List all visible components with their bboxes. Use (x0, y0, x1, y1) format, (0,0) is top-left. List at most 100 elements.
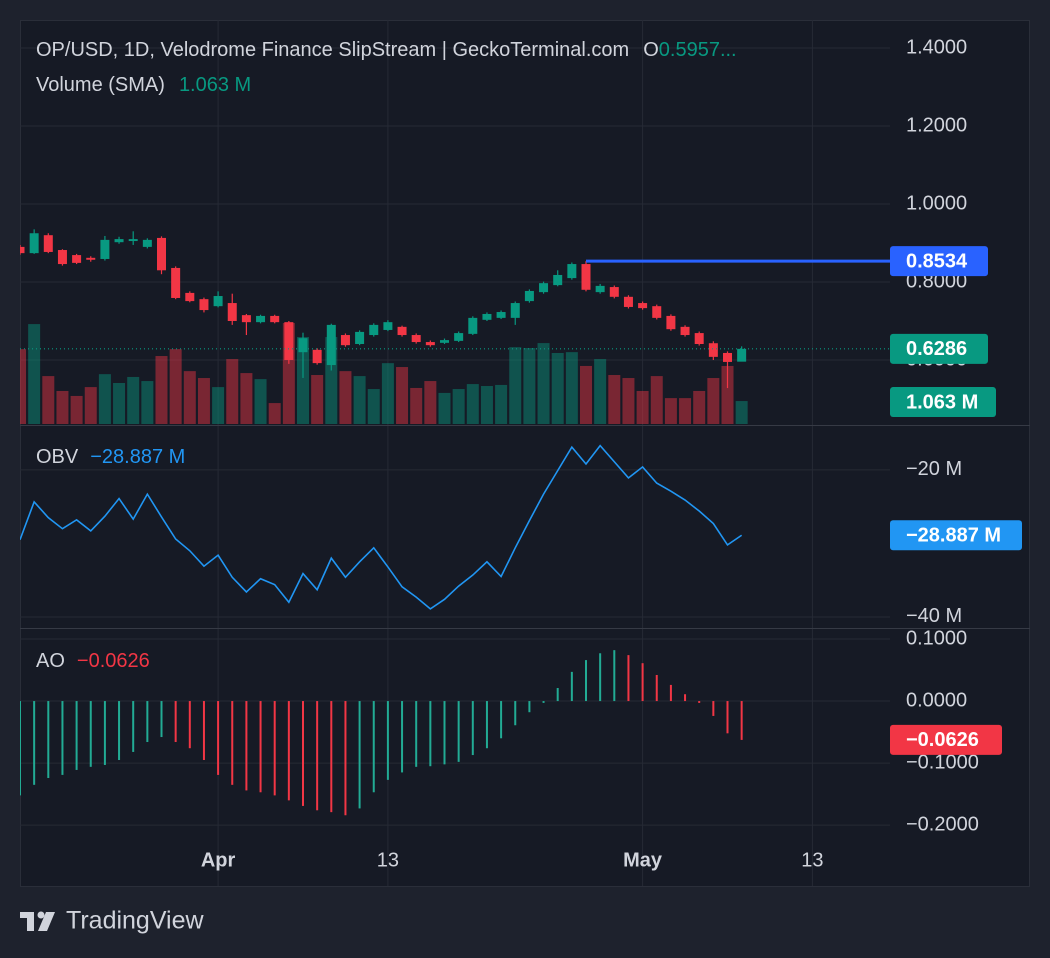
volume-bar (466, 384, 479, 424)
y-tick-label: −40 M (906, 605, 962, 627)
ao-bar (160, 701, 163, 738)
ao-bar (231, 701, 234, 785)
ao-bar (415, 701, 418, 767)
volume-bar (84, 387, 97, 424)
volume-bar (183, 371, 196, 424)
ao-bar (386, 701, 389, 780)
candle-body (496, 312, 506, 318)
ao-bar (641, 663, 644, 702)
volume-bar (155, 356, 168, 424)
volume-bar (113, 382, 126, 424)
volume-label: 1.063 M (906, 391, 978, 413)
y-tick-label: −0.1000 (906, 751, 979, 773)
candle-body (355, 331, 365, 344)
candle-body (57, 250, 67, 265)
y-tick-label: −0.2000 (906, 813, 979, 835)
volume-bar (169, 349, 182, 424)
candle-body (142, 239, 152, 247)
obv-pane (20, 444, 743, 610)
ao-bar (330, 701, 333, 813)
volume-bar (311, 375, 324, 424)
candle-body (157, 237, 166, 271)
obv-name: OBV (36, 446, 79, 468)
ao-bar (528, 701, 531, 713)
volume-bar (297, 337, 309, 424)
volume-bar (693, 390, 706, 424)
ao-bar (698, 701, 701, 703)
candle-body (595, 285, 605, 293)
ao-bar (358, 701, 361, 809)
candle-body (680, 326, 690, 336)
volume-bar (523, 348, 536, 424)
volume-bar (424, 381, 437, 424)
ao-bar (500, 701, 503, 739)
obv-label: −28.887 M (906, 525, 1001, 547)
volume-bar (664, 398, 677, 424)
volume-bar (212, 387, 225, 424)
volume-bar (42, 376, 55, 424)
last-price-label-bg (890, 333, 988, 364)
volume-bar (98, 374, 111, 424)
volume-legend: Volume (SMA) 1.063 M (36, 74, 251, 96)
ao-label-bg (890, 724, 1002, 755)
ao-name: AO (36, 650, 65, 672)
grid-layer (20, 20, 890, 886)
price-line-label-bg (890, 246, 988, 277)
candle-body (72, 255, 82, 263)
candle-body (213, 296, 223, 307)
obv-label-bg (890, 520, 1022, 551)
volume-bar (20, 349, 26, 424)
candle-body (440, 340, 449, 343)
y-tick-label: 0.0000 (906, 689, 967, 711)
volume-bar (396, 367, 409, 424)
brand-name: TradingView (66, 907, 205, 935)
volume-bar (622, 378, 635, 424)
ao-bar (627, 655, 630, 702)
ao-bar (429, 701, 432, 767)
candle-body (312, 349, 322, 364)
volume-bar (636, 390, 649, 424)
candle-body (114, 239, 124, 243)
candle-body (723, 352, 732, 362)
ao-bar (542, 701, 545, 703)
ao-bar (684, 694, 687, 702)
volume-bar (240, 373, 253, 424)
candle-body (369, 324, 379, 336)
logo-shape (27, 912, 34, 931)
ao-bar (401, 701, 404, 773)
candle-body (737, 348, 747, 362)
candle-body (86, 257, 96, 260)
x-tick-label: 13 (377, 849, 399, 871)
candle-body (128, 239, 138, 242)
candle-body (397, 326, 407, 336)
brand-logo: TradingView (20, 907, 205, 935)
obv-line (20, 444, 743, 610)
ao-bar (740, 701, 743, 740)
ao-bar (443, 701, 446, 765)
ao-bar (316, 701, 319, 811)
candle-body (468, 317, 478, 334)
ao-bar (259, 701, 262, 793)
volume-bar (452, 389, 465, 424)
volume-bar (650, 376, 663, 424)
x-tick-label: 13 (801, 849, 823, 871)
ao-bar (61, 701, 64, 775)
axis-layer: Apr13May131.40001.20001.00000.80000.6000… (201, 36, 1022, 871)
ao-bar (146, 701, 149, 743)
ao-bar (302, 701, 304, 806)
volume-bar (339, 371, 352, 424)
candle-body (425, 342, 435, 346)
ao-bar (599, 653, 602, 702)
ao-bar (217, 701, 220, 775)
ao-legend: AO −0.0626 (36, 650, 150, 672)
volume-bar (608, 375, 621, 424)
volume-bar (565, 352, 578, 424)
volume-bar (254, 379, 267, 424)
y-tick-label: 0.1000 (906, 627, 967, 649)
y-tick-label: −20 M (906, 458, 962, 480)
volume-bar (537, 343, 550, 424)
volume-name: Volume (SMA) (36, 74, 165, 96)
volume-bar (141, 381, 154, 424)
